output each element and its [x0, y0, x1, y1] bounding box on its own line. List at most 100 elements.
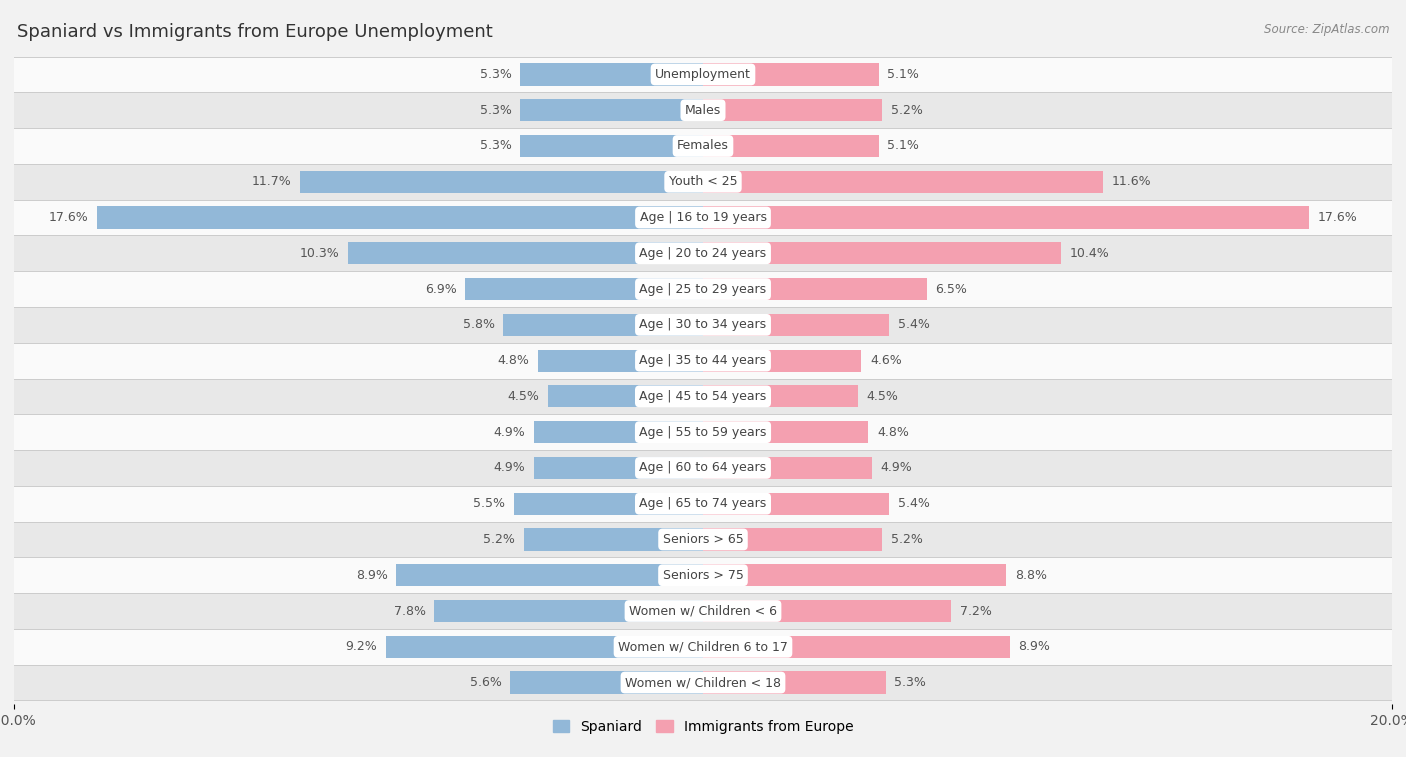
Text: 8.9%: 8.9% — [356, 569, 388, 581]
Bar — [520, 64, 703, 86]
Bar — [703, 564, 1007, 587]
Text: 17.6%: 17.6% — [1317, 211, 1358, 224]
Text: 6.5%: 6.5% — [935, 282, 967, 295]
Text: 5.1%: 5.1% — [887, 139, 920, 152]
Text: Seniors > 75: Seniors > 75 — [662, 569, 744, 581]
Bar — [703, 207, 1309, 229]
Bar — [14, 92, 1392, 128]
Text: 5.5%: 5.5% — [472, 497, 505, 510]
Bar — [14, 307, 1392, 343]
Text: 5.8%: 5.8% — [463, 319, 495, 332]
Text: Age | 16 to 19 years: Age | 16 to 19 years — [640, 211, 766, 224]
Text: 8.9%: 8.9% — [1018, 640, 1050, 653]
Text: Seniors > 65: Seniors > 65 — [662, 533, 744, 546]
Text: Age | 20 to 24 years: Age | 20 to 24 years — [640, 247, 766, 260]
Bar — [703, 350, 862, 372]
Bar — [703, 170, 1102, 193]
Text: 4.8%: 4.8% — [498, 354, 529, 367]
Text: 11.7%: 11.7% — [252, 176, 291, 188]
Bar — [510, 671, 703, 693]
Text: Source: ZipAtlas.com: Source: ZipAtlas.com — [1264, 23, 1389, 36]
Text: 5.3%: 5.3% — [894, 676, 927, 689]
Bar — [703, 385, 858, 407]
Bar — [703, 135, 879, 157]
Text: Age | 35 to 44 years: Age | 35 to 44 years — [640, 354, 766, 367]
Bar — [703, 242, 1062, 264]
Text: 4.9%: 4.9% — [494, 425, 526, 438]
Bar — [14, 57, 1392, 92]
Text: Age | 30 to 34 years: Age | 30 to 34 years — [640, 319, 766, 332]
Text: Women w/ Children < 6: Women w/ Children < 6 — [628, 605, 778, 618]
Text: 5.2%: 5.2% — [891, 533, 922, 546]
Bar — [703, 600, 950, 622]
Bar — [534, 456, 703, 479]
Bar — [524, 528, 703, 550]
Bar — [14, 414, 1392, 450]
Bar — [14, 200, 1392, 235]
Text: 4.5%: 4.5% — [866, 390, 898, 403]
Bar — [14, 271, 1392, 307]
Bar — [703, 528, 882, 550]
Bar — [14, 557, 1392, 593]
Text: 17.6%: 17.6% — [48, 211, 89, 224]
Bar — [14, 665, 1392, 700]
Text: Males: Males — [685, 104, 721, 117]
Text: 5.2%: 5.2% — [484, 533, 515, 546]
Bar — [703, 421, 869, 444]
Text: 5.2%: 5.2% — [891, 104, 922, 117]
Bar — [520, 135, 703, 157]
Text: 10.3%: 10.3% — [299, 247, 340, 260]
Text: 5.3%: 5.3% — [479, 68, 512, 81]
Text: Females: Females — [678, 139, 728, 152]
Bar — [703, 313, 889, 336]
Text: 6.9%: 6.9% — [425, 282, 457, 295]
Text: 8.8%: 8.8% — [1015, 569, 1046, 581]
Text: 7.8%: 7.8% — [394, 605, 426, 618]
Bar — [97, 207, 703, 229]
Bar — [14, 593, 1392, 629]
Text: Spaniard vs Immigrants from Europe Unemployment: Spaniard vs Immigrants from Europe Unemp… — [17, 23, 492, 41]
Bar — [537, 350, 703, 372]
Bar — [534, 421, 703, 444]
Text: 11.6%: 11.6% — [1111, 176, 1152, 188]
Text: 4.6%: 4.6% — [870, 354, 901, 367]
Bar — [14, 343, 1392, 378]
Text: 5.3%: 5.3% — [479, 139, 512, 152]
Text: 4.9%: 4.9% — [494, 462, 526, 475]
Text: 9.2%: 9.2% — [346, 640, 377, 653]
Text: Women w/ Children 6 to 17: Women w/ Children 6 to 17 — [619, 640, 787, 653]
Bar — [14, 128, 1392, 164]
Bar — [396, 564, 703, 587]
Bar — [703, 636, 1010, 658]
Text: Age | 25 to 29 years: Age | 25 to 29 years — [640, 282, 766, 295]
Text: Women w/ Children < 18: Women w/ Children < 18 — [626, 676, 780, 689]
Bar — [503, 313, 703, 336]
Bar — [387, 636, 703, 658]
Bar — [14, 522, 1392, 557]
Bar — [703, 278, 927, 301]
Bar — [703, 64, 879, 86]
Text: Youth < 25: Youth < 25 — [669, 176, 737, 188]
Text: Age | 45 to 54 years: Age | 45 to 54 years — [640, 390, 766, 403]
Text: Age | 65 to 74 years: Age | 65 to 74 years — [640, 497, 766, 510]
Text: 5.4%: 5.4% — [897, 497, 929, 510]
Bar — [703, 493, 889, 515]
Bar — [349, 242, 703, 264]
Bar — [465, 278, 703, 301]
Text: 7.2%: 7.2% — [960, 605, 991, 618]
Text: 5.1%: 5.1% — [887, 68, 920, 81]
Text: 10.4%: 10.4% — [1070, 247, 1109, 260]
Text: 4.8%: 4.8% — [877, 425, 908, 438]
Text: Age | 60 to 64 years: Age | 60 to 64 years — [640, 462, 766, 475]
Bar — [703, 99, 882, 121]
Bar — [14, 486, 1392, 522]
Bar — [14, 378, 1392, 414]
Bar — [14, 450, 1392, 486]
Bar — [299, 170, 703, 193]
Text: 4.5%: 4.5% — [508, 390, 540, 403]
Bar — [434, 600, 703, 622]
Text: Age | 55 to 59 years: Age | 55 to 59 years — [640, 425, 766, 438]
Bar — [14, 629, 1392, 665]
Legend: Spaniard, Immigrants from Europe: Spaniard, Immigrants from Europe — [547, 715, 859, 740]
Text: 5.6%: 5.6% — [470, 676, 502, 689]
